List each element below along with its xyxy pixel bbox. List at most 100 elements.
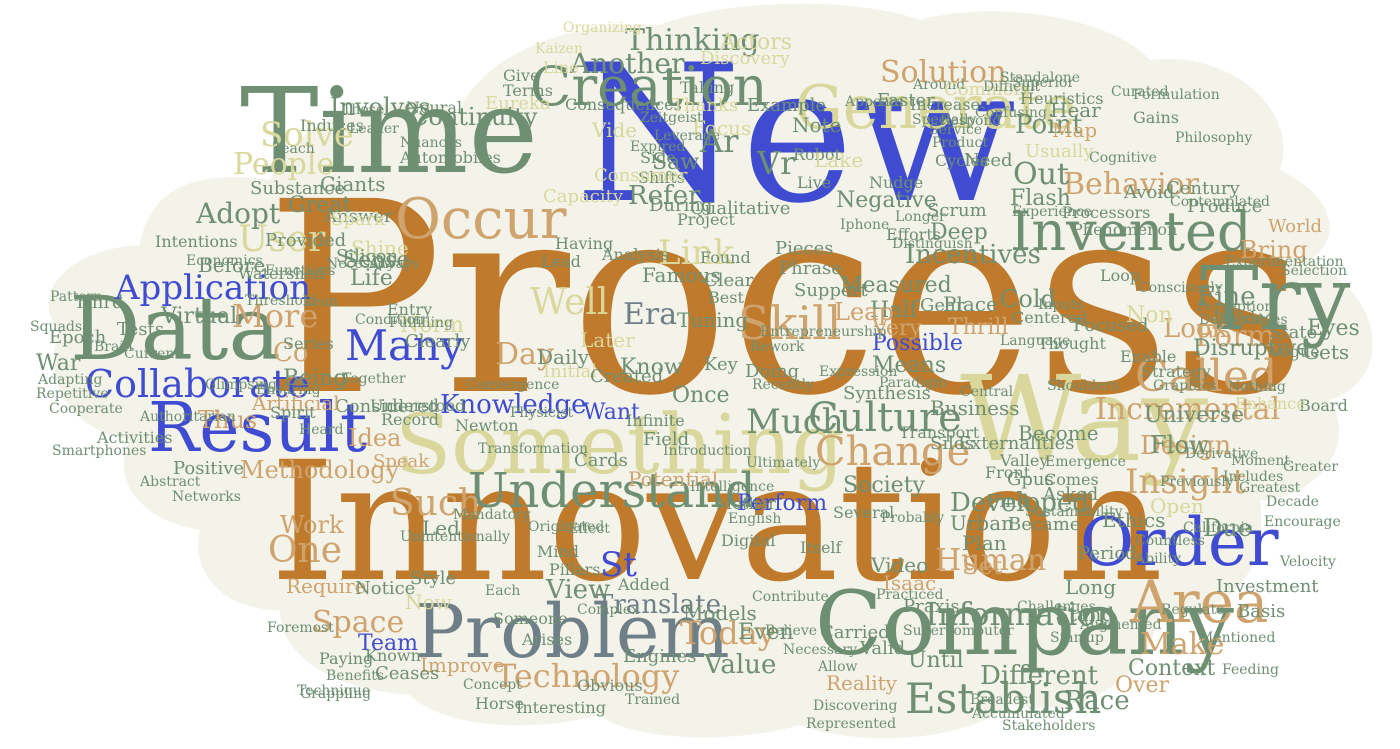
word-valid: Valid	[860, 638, 906, 659]
word-created: Created	[590, 366, 664, 387]
word-hear: Hear	[1050, 98, 1101, 122]
word-regulate: Regulate	[1161, 602, 1225, 618]
word-deep: Deep	[930, 220, 988, 245]
word-watershed: Watershed	[238, 264, 325, 283]
word-due: Due	[1203, 514, 1252, 542]
word-probably: Probably	[881, 510, 945, 526]
word-st: St	[600, 545, 637, 585]
word-daily: Daily	[537, 345, 590, 369]
word-previously: Previously	[1160, 474, 1234, 490]
word-central: Central	[960, 384, 1014, 400]
word-externalities: Externalities	[958, 433, 1075, 454]
word-itself: Itself	[800, 538, 842, 557]
word-synthesis: Synthesis	[843, 383, 931, 404]
word-together: Together	[342, 371, 406, 387]
word-human: Human	[935, 543, 1047, 578]
word-project: Project	[677, 210, 735, 229]
word-view: View	[546, 575, 611, 605]
word-universe: Universe	[1144, 403, 1245, 428]
word-respond: Respond	[940, 113, 1002, 129]
word-expression: Expression	[819, 364, 898, 380]
word-society: Society	[843, 473, 925, 498]
word-derivative: Derivative	[1185, 446, 1259, 462]
word-automobiles: Automobiles	[400, 148, 501, 167]
word-different: Different	[980, 661, 1099, 691]
word-gpus: Gpus	[1007, 469, 1054, 490]
word-iphone: Iphone	[840, 217, 890, 233]
word-generate: Generate	[795, 73, 1077, 143]
word-race: Race	[1064, 686, 1130, 716]
word-mind: Mind	[537, 542, 580, 561]
word-application: Application	[115, 268, 312, 308]
word-silicon: Silicon	[336, 246, 399, 267]
word-increase: Increase	[910, 95, 980, 114]
word-cards: Cards	[574, 450, 628, 471]
word-cooperate: Cooperate	[49, 401, 123, 417]
word-involves: Involves	[330, 93, 431, 121]
word-field: Field	[643, 429, 690, 450]
word-phrase: Phrase	[779, 258, 842, 279]
word-infinite: Infinite	[626, 411, 685, 430]
word-want: Want	[583, 400, 640, 425]
word-praxis: Praxis	[903, 596, 960, 617]
word-longer: Longer	[895, 209, 946, 225]
word-until: Until	[908, 648, 964, 673]
word-lead: Lead	[541, 252, 581, 271]
word-look: Look	[1163, 314, 1228, 344]
word-long: Long	[1065, 575, 1117, 599]
word-mentioned: Mentioned	[1199, 630, 1276, 646]
word-robot: Robot	[793, 145, 841, 164]
word-before: Before	[198, 253, 266, 277]
word-added: Added	[618, 575, 670, 594]
word-around: Around	[913, 77, 966, 93]
word-analysis: Analysis	[602, 245, 670, 264]
word-link: Link	[658, 233, 734, 273]
word-data: Data	[70, 277, 281, 380]
word-unintentionally: Unintentionally	[400, 529, 510, 545]
word-valley: Valley	[1000, 451, 1049, 470]
word-give: Give	[503, 66, 540, 85]
word-period: Period	[1078, 543, 1137, 564]
word-called: Called	[1135, 351, 1278, 402]
word-need: Need	[964, 150, 1013, 171]
word-user: User	[238, 219, 326, 260]
word-style: Style	[410, 568, 457, 589]
word-each: Each	[485, 583, 521, 599]
word-represented: Represented	[806, 716, 897, 732]
word-ceases: Ceases	[375, 663, 440, 684]
word-behavior: Behavior	[1063, 167, 1199, 202]
word-day: Day	[495, 337, 554, 372]
word-supercomputer: Supercomputer	[903, 623, 1014, 639]
word-know: Know	[620, 355, 683, 380]
word-taking: Taking	[680, 78, 735, 97]
word-considered: Considered	[335, 396, 440, 417]
word-ability: Ability	[1135, 551, 1182, 567]
word-problem: Problem	[415, 589, 730, 675]
word-flow: Flow	[1150, 431, 1210, 459]
word-physicist: Physicist	[510, 405, 574, 421]
word-product: Product	[932, 135, 988, 151]
word-means: Means	[872, 353, 947, 378]
word-focus: Focus	[692, 116, 752, 140]
word-epoch: Epoch	[49, 327, 107, 348]
word-occur: Occur	[395, 187, 567, 252]
word-bring: Bring	[1240, 236, 1308, 264]
word-something: Something	[395, 398, 845, 493]
word-led: Led	[422, 516, 460, 540]
word-difficult: Difficult	[983, 79, 1041, 95]
word-english: English	[728, 511, 782, 527]
word-find: Find	[987, 491, 1029, 512]
word-very: Very	[872, 316, 922, 341]
word-enable: Enable	[1120, 347, 1177, 366]
word-produce: Produce	[1187, 196, 1263, 217]
word-engines: Engines	[623, 646, 697, 667]
word-idea: Idea	[348, 424, 402, 452]
word-decade: Decade	[1266, 494, 1319, 510]
word-nudge: Nudge	[869, 173, 924, 192]
word-world: World	[1268, 216, 1322, 237]
word-company: Company	[815, 572, 1234, 675]
word-now: Now	[405, 590, 452, 614]
word-incremental: Incremental	[1095, 392, 1281, 427]
word-confusing: Confusing	[975, 105, 1047, 121]
word-glimpsing: Glimpsing	[205, 377, 278, 393]
